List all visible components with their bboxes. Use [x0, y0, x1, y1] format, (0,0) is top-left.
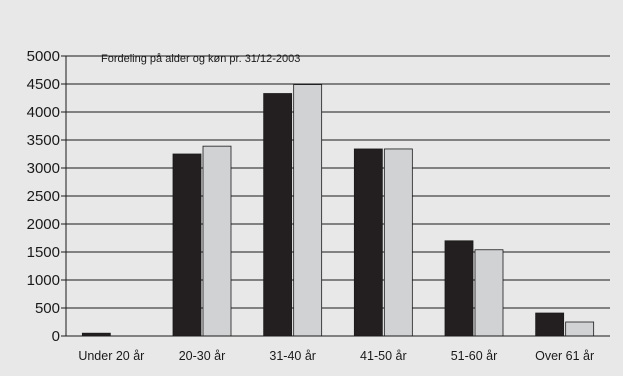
bar — [535, 312, 565, 337]
bar — [172, 153, 202, 337]
bar — [383, 148, 413, 337]
y-tick-label: 2500 — [27, 188, 60, 205]
bar — [263, 93, 293, 337]
y-tick-label: 2000 — [27, 216, 60, 233]
bar — [474, 249, 504, 337]
axes — [61, 55, 610, 337]
y-tick-label: 0 — [52, 328, 60, 345]
bar — [202, 145, 232, 337]
x-category-label: Over 61 år — [535, 349, 594, 363]
bar — [444, 240, 474, 337]
y-tick-label: 4000 — [27, 104, 60, 121]
x-category-label: 41-50 år — [360, 349, 407, 363]
y-tick-label: 3500 — [27, 132, 60, 149]
gridlines — [66, 55, 610, 309]
labels: 0 500 1000 1500 2000 2500 3000 3500 4000 4500 5000… — [27, 48, 595, 363]
y-tick-label: 5000 — [27, 48, 60, 65]
bar — [353, 148, 383, 337]
bar — [293, 84, 323, 337]
y-tick-label: 500 — [35, 300, 60, 317]
y-tick-label: 1000 — [27, 272, 60, 289]
x-category-label: 20-30 år — [179, 349, 226, 363]
bar — [565, 321, 595, 337]
x-category-label: Under 20 år — [78, 349, 144, 363]
y-tick-label: 1500 — [27, 244, 60, 261]
bars — [81, 84, 595, 337]
x-category-label: 51-60 år — [451, 349, 498, 363]
y-tick-label: 4500 — [27, 76, 60, 93]
y-tick-label: 3000 — [27, 160, 60, 177]
x-category-label: 31-40 år — [269, 349, 316, 363]
chart-title: Fordeling på alder og køn pr. 31/12-2003 — [101, 53, 300, 65]
